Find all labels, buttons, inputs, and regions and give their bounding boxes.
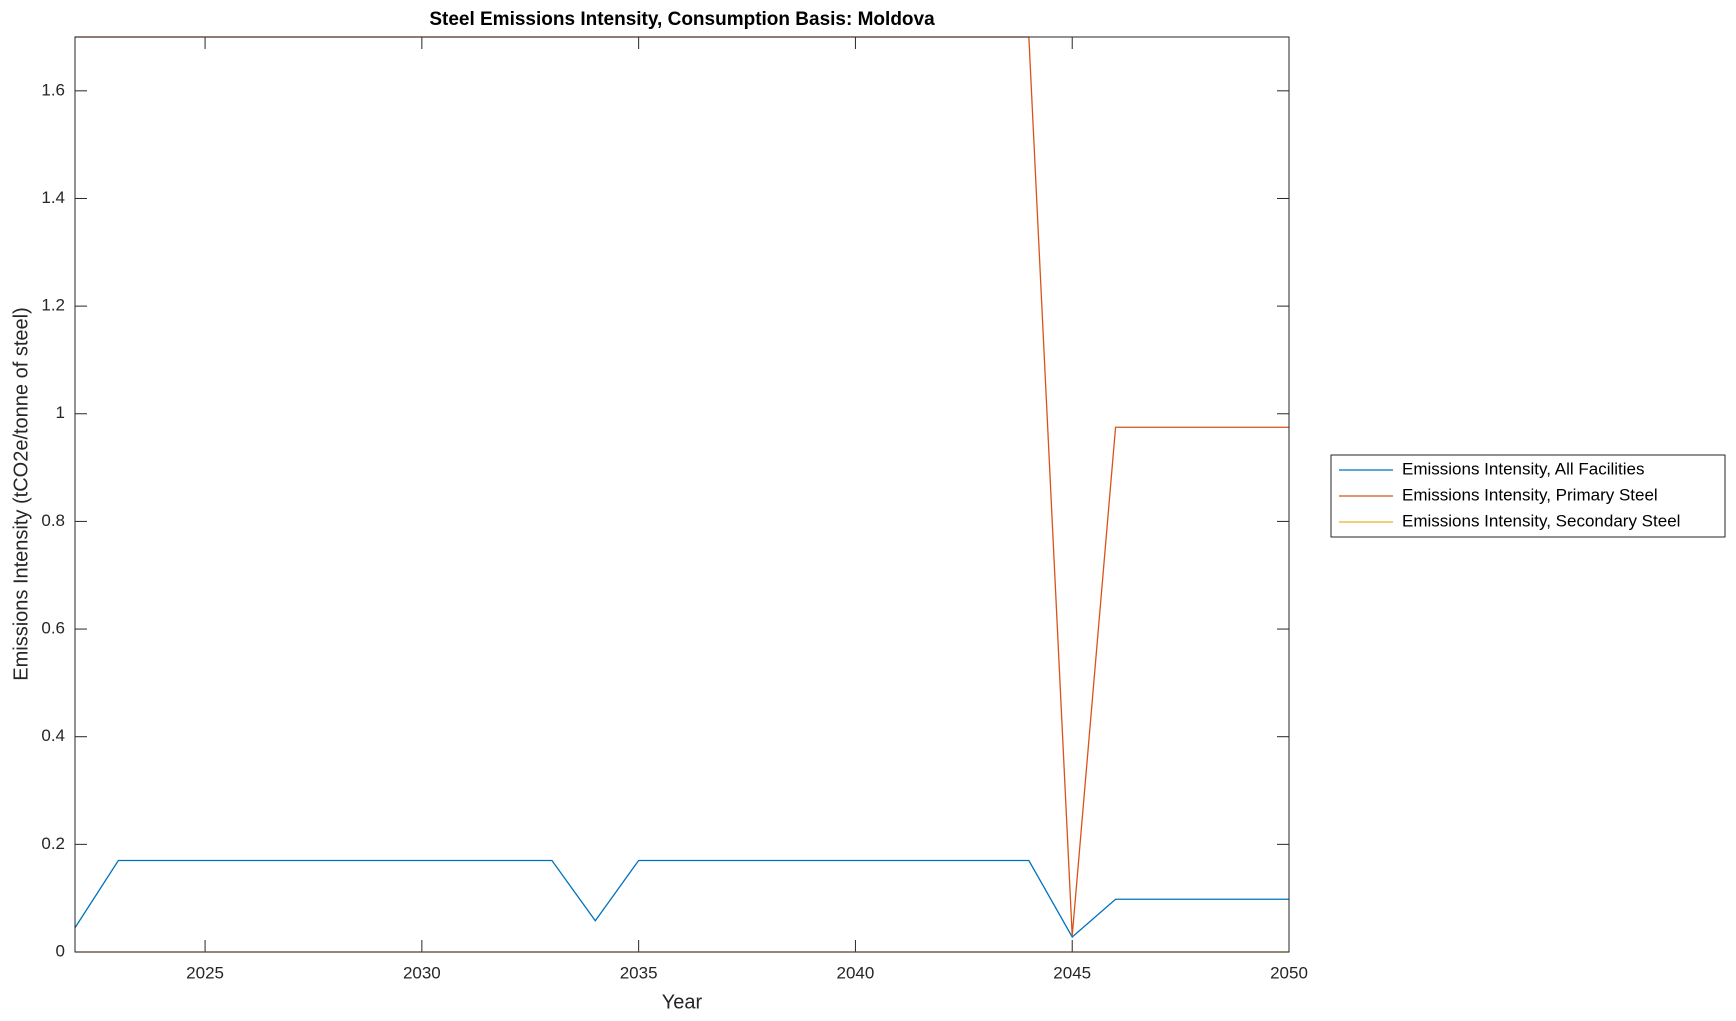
series-line (74, 859, 1289, 938)
y-tick-label: 0.4 (41, 726, 65, 745)
x-tick-label: 2040 (837, 963, 875, 982)
y-tick-label: 1.2 (41, 296, 65, 315)
x-tick-label: 2035 (620, 963, 658, 982)
plot-area (75, 37, 1289, 952)
x-tick-label: 2045 (1053, 963, 1091, 982)
legend-label: Emissions Intensity, Primary Steel (1402, 485, 1658, 504)
legend-box (1330, 454, 1726, 538)
y-tick-label: 0.6 (41, 619, 65, 638)
x-tick-label: 2050 (1270, 963, 1308, 982)
x-axis-label: Year (662, 991, 703, 1013)
axes-box (74, 36, 1290, 953)
y-tick-label: 0.2 (41, 834, 65, 853)
y-tick-label: 0.8 (41, 511, 65, 530)
y-axis-label: Emissions Intensity (tCO2e/tonne of stee… (10, 307, 32, 681)
legend-label: Emissions Intensity, Secondary Steel (1402, 511, 1680, 530)
y-tick-label: 1.4 (41, 188, 65, 207)
chart-title: Steel Emissions Intensity, Consumption B… (429, 9, 935, 30)
y-tick-label: 1 (56, 403, 65, 422)
y-tick-label: 0 (56, 941, 65, 960)
y-tick-label: 1.6 (41, 80, 65, 99)
legend-label: Emissions Intensity, All Facilities (1402, 459, 1644, 478)
x-tick-label: 2030 (403, 963, 441, 982)
x-tick-label: 2025 (186, 963, 224, 982)
